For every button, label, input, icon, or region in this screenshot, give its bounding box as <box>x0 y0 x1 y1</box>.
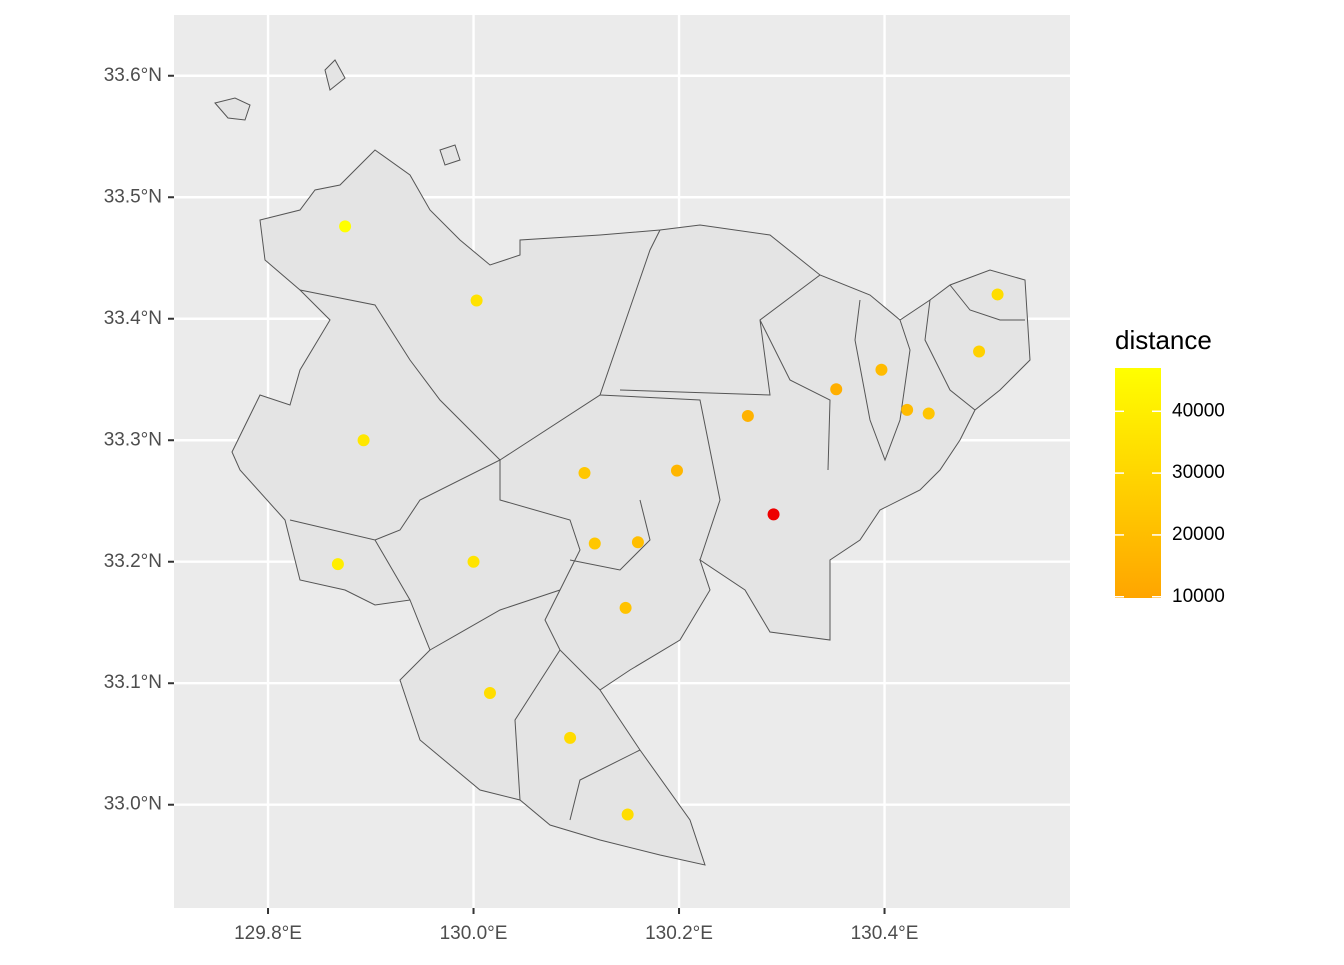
point <box>467 555 480 568</box>
legend-label: 20000 <box>1172 524 1225 545</box>
x-tick-label: 130.4°E <box>851 923 919 944</box>
y-tick-label: 33.6°N <box>104 65 162 86</box>
legend-label: 30000 <box>1172 462 1225 483</box>
point <box>631 536 644 549</box>
point <box>830 383 843 396</box>
point <box>483 686 496 699</box>
y-tick-label: 33.5°N <box>104 186 162 207</box>
point <box>973 345 986 358</box>
point <box>339 220 352 233</box>
axes: 33.0°N 33.1°N 33.2°N 33.3°N 33.4°N 33.5°N 33.6… <box>104 65 919 944</box>
legend: 10000 20000 30000 40000 <box>1115 400 1225 607</box>
point <box>991 288 1004 301</box>
point <box>470 294 483 307</box>
boundary <box>569 394 721 571</box>
boundary <box>374 229 661 601</box>
boundary <box>429 460 601 691</box>
point <box>875 363 888 376</box>
island <box>214 97 251 121</box>
y-tick-label: 33.4°N <box>104 308 162 329</box>
x-tick-label: 130.0°E <box>440 923 508 944</box>
point <box>901 403 914 416</box>
point <box>922 407 935 420</box>
point <box>619 601 632 614</box>
points <box>331 220 1004 821</box>
x-tick-label: 130.2°E <box>645 923 713 944</box>
legend-title: distance <box>1115 325 1212 355</box>
point <box>578 467 591 480</box>
y-tick-label: 33.2°N <box>104 551 162 572</box>
point <box>741 409 754 422</box>
point <box>670 464 683 477</box>
point <box>621 808 634 821</box>
legend-label: 10000 <box>1172 586 1225 607</box>
point <box>564 731 577 744</box>
colorbar <box>1115 368 1161 598</box>
boundary <box>514 274 831 821</box>
boundary <box>854 284 1025 462</box>
map <box>214 59 1031 866</box>
point <box>357 434 370 447</box>
island <box>324 59 346 91</box>
x-tick-label: 129.8°E <box>234 923 302 944</box>
point <box>588 537 601 550</box>
y-tick-label: 33.3°N <box>104 429 162 450</box>
y-tick-label: 33.1°N <box>104 672 162 693</box>
y-tick-label: 33.0°N <box>104 794 162 815</box>
island <box>439 144 461 166</box>
legend-label: 40000 <box>1172 400 1225 421</box>
point <box>331 558 344 571</box>
point <box>767 508 780 521</box>
